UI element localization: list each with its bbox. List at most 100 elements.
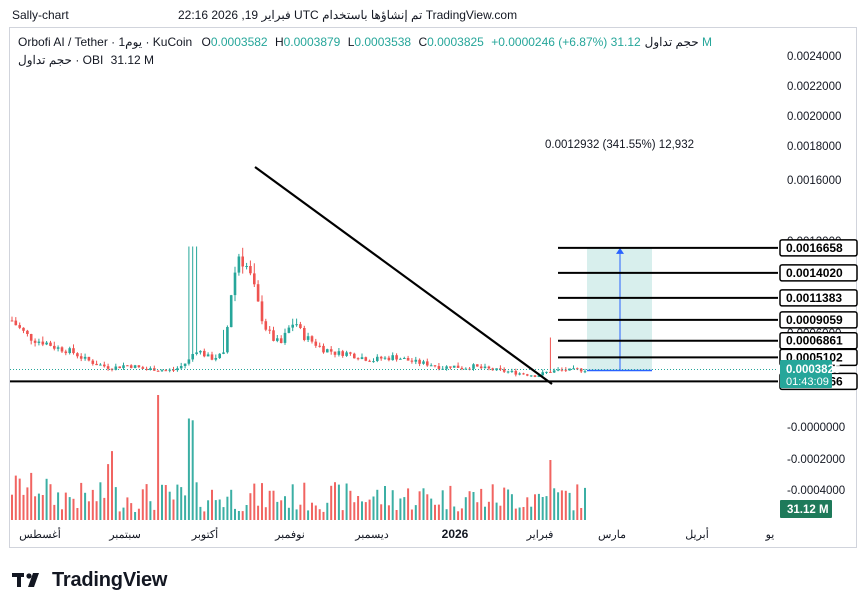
price-tick-label: 0.0016000 xyxy=(787,175,841,187)
candle-body xyxy=(49,342,52,346)
volume-label: 31.12 M xyxy=(787,504,829,516)
volume-bar xyxy=(407,488,410,520)
candle-body xyxy=(418,359,421,364)
volume-bar xyxy=(368,499,371,520)
candle-body xyxy=(126,365,129,367)
volume-bar xyxy=(384,486,386,520)
candle-body xyxy=(60,347,64,352)
volume-bar xyxy=(510,494,513,520)
volume-bar xyxy=(126,497,129,520)
candle-body xyxy=(222,352,225,354)
candle-body xyxy=(91,360,95,364)
chart-frame[interactable] xyxy=(9,27,857,548)
volume-bar xyxy=(395,510,398,520)
candle-body xyxy=(360,357,364,359)
time-axis-label: مارس xyxy=(598,529,626,541)
candle-body xyxy=(310,336,314,342)
candle-body xyxy=(122,365,125,369)
candle-body xyxy=(226,327,229,353)
volume-bar xyxy=(557,492,560,520)
candle-body xyxy=(383,357,387,359)
candle-body xyxy=(87,356,91,361)
volume-bar xyxy=(349,490,352,520)
candle-body xyxy=(72,348,75,354)
volume-bar xyxy=(203,511,206,520)
candle-body xyxy=(191,354,194,360)
volume-bar xyxy=(230,489,233,520)
volume-bar xyxy=(314,505,317,520)
candle-body xyxy=(549,371,552,373)
price-tick-label: -0.0002000 xyxy=(787,454,845,466)
volume-bar xyxy=(491,484,494,520)
volume-bar xyxy=(518,507,521,520)
candle-body xyxy=(537,375,541,377)
volume-bar xyxy=(114,487,117,520)
candle-body xyxy=(264,321,268,330)
candle-body xyxy=(541,372,544,376)
candle-body xyxy=(364,357,368,361)
volume-bar xyxy=(134,512,137,520)
price-tick-label: 0.0024000 xyxy=(787,51,841,63)
volume-bar xyxy=(307,510,310,520)
volume-bar xyxy=(237,511,240,520)
volume-bar xyxy=(84,492,87,520)
volume-bar xyxy=(480,488,483,520)
volume-indicator-value: 31.12 M xyxy=(110,53,155,67)
volume-bar xyxy=(576,484,579,520)
volume-bar xyxy=(122,507,125,520)
candle-body xyxy=(368,360,371,362)
candle-body xyxy=(337,351,341,355)
volume-bar xyxy=(199,506,202,520)
time-axis-label: 2026 xyxy=(442,527,469,541)
volume-bar xyxy=(207,500,210,520)
volume-bar xyxy=(80,482,83,520)
candle-body xyxy=(199,350,202,353)
created-with-label: فبراير 19, 2026 22:16 UTC تم إنشاؤها باس… xyxy=(178,8,518,22)
candle-body xyxy=(145,368,148,370)
volume-bar xyxy=(434,504,436,520)
volume-bar xyxy=(61,509,63,520)
volume-bar xyxy=(499,505,502,520)
volume-bar xyxy=(191,420,194,520)
price-tick-label: 0.0022000 xyxy=(787,81,841,93)
candle-body xyxy=(329,349,333,352)
candle-body xyxy=(37,341,41,343)
candle-body xyxy=(229,295,233,328)
candle-body xyxy=(276,338,279,341)
top-bar: Sally-chart فبراير 19, 2026 22:16 UTC تم… xyxy=(0,0,868,28)
volume-bar xyxy=(418,491,421,520)
candle-body xyxy=(437,366,441,369)
volume-indicator-label: حجم تداول · OBI xyxy=(18,53,104,67)
candle-body xyxy=(33,340,37,343)
volume-bar xyxy=(99,482,102,520)
level-label-box xyxy=(779,311,858,329)
volume-bar xyxy=(318,509,321,520)
volume-bar xyxy=(449,485,452,520)
candle-body xyxy=(426,361,429,366)
volume-bar xyxy=(11,494,13,520)
symbol-label: Orbofi AI / Tether · 1يوم · KuCoin xyxy=(18,35,193,49)
candle-body xyxy=(45,342,48,345)
candle-body xyxy=(195,352,198,354)
candle-body xyxy=(245,266,248,267)
volume-bar xyxy=(303,482,306,520)
candle-body xyxy=(514,370,518,375)
candle-body xyxy=(14,320,18,326)
volume-bar xyxy=(172,499,175,520)
volume-bar xyxy=(284,496,286,520)
volume-bar xyxy=(568,492,571,520)
volume-bar xyxy=(107,464,110,520)
time-axis-label: فبراير xyxy=(526,529,554,541)
level-label-box xyxy=(779,289,858,307)
candle-body xyxy=(333,351,337,355)
volume-bar xyxy=(311,502,313,520)
candle-body xyxy=(579,368,583,372)
volume-bar xyxy=(545,496,548,520)
time-axis-label: يو xyxy=(765,529,775,541)
high-value: 0.0003879 xyxy=(283,35,341,49)
volume-bar xyxy=(30,472,33,520)
volume-bar xyxy=(222,507,225,520)
volume-bar xyxy=(26,487,29,520)
candle-body xyxy=(268,329,271,331)
